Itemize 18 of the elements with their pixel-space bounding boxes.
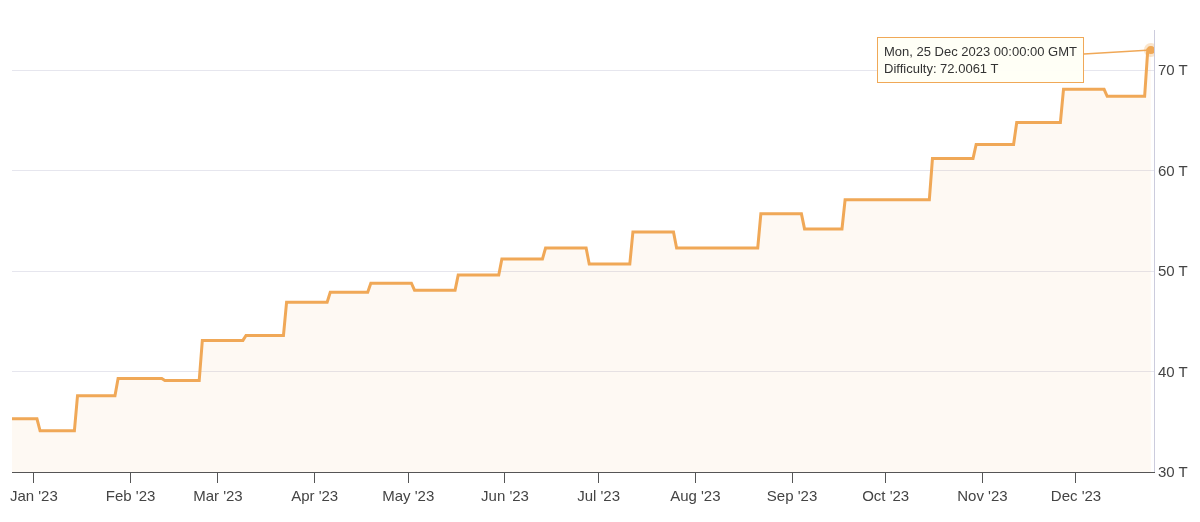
x-tick-label: Apr '23	[291, 487, 339, 504]
y-tick-label: 60 T	[1158, 161, 1188, 179]
x-tick-label: May '23	[382, 487, 435, 504]
x-tick-label: Dec '23	[1050, 487, 1102, 504]
x-tick-label: Nov '23	[957, 487, 1008, 504]
x-tick-label: Jul '23	[577, 487, 621, 504]
y-tick-label: 50 T	[1158, 262, 1188, 280]
x-tick-label: Oct '23	[862, 487, 910, 504]
x-tick-label: Jun '23	[481, 487, 529, 504]
annotation: Mon, 25 Dec 2023 00:00:00 GMT Difficulty: 72.0061 T	[884, 44, 1077, 76]
x-tick-label: Aug '23	[670, 487, 721, 504]
x-tick-label: Jan '23	[9, 487, 58, 504]
x-tick-label: Mar '23	[193, 487, 243, 504]
y-tick-label: 30 T	[1158, 463, 1188, 481]
y-tick-label: 40 T	[1158, 362, 1188, 380]
y-tick-label: 70 T	[1158, 61, 1188, 79]
x-tick-label: Sep '23	[766, 487, 818, 504]
x-tick-label: Feb '23	[105, 487, 156, 504]
